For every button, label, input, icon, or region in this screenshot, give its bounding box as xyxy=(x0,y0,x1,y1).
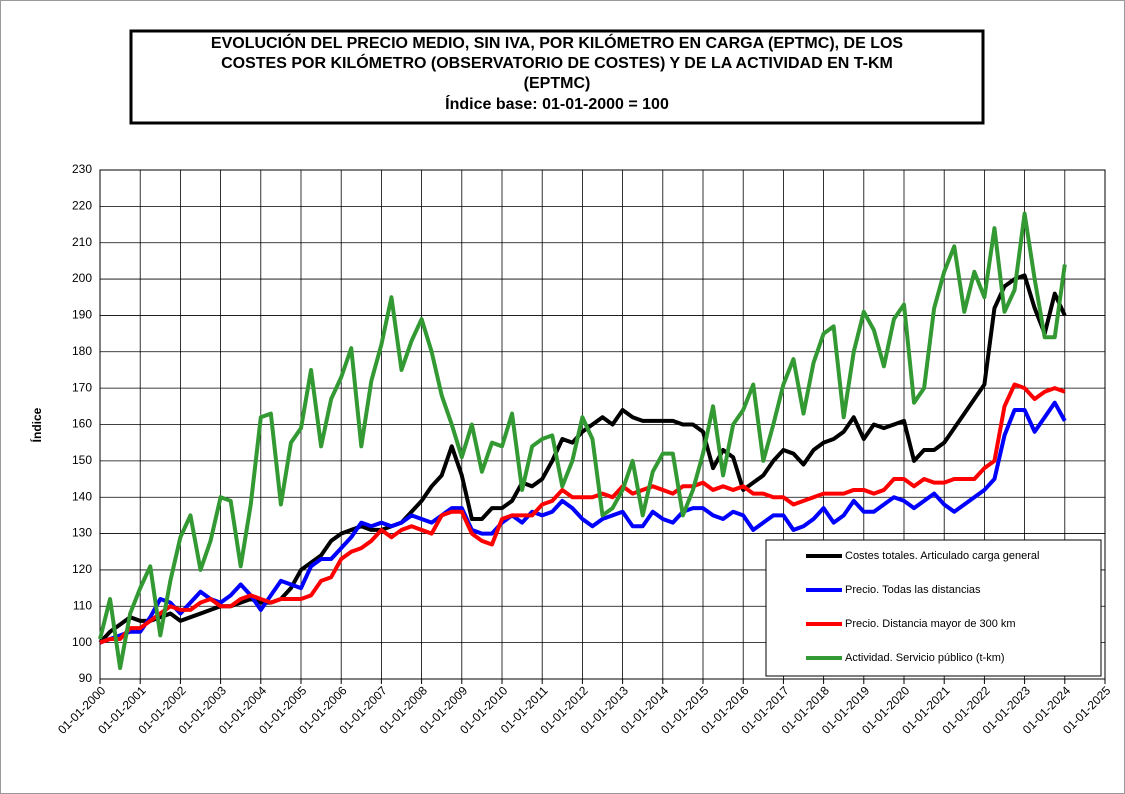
legend-label: Actividad. Servicio público (t-km) xyxy=(845,652,1005,664)
y-tick-label: 160 xyxy=(72,417,92,431)
series-line xyxy=(98,211,1067,671)
y-tick-label: 200 xyxy=(72,271,92,285)
y-tick-label: 110 xyxy=(73,598,92,612)
y-tick-label: 100 xyxy=(72,635,92,649)
y-tick-label: 210 xyxy=(72,235,92,249)
y-tick-label: 190 xyxy=(72,308,92,322)
y-axis-label: Índice xyxy=(29,407,44,442)
y-tick-label: 140 xyxy=(72,489,92,503)
legend-label: Precio. Todas las distancias xyxy=(845,584,981,596)
y-tick-label: 170 xyxy=(72,380,92,394)
legend-label: Costes totales. Articulado carga general xyxy=(845,550,1039,562)
y-tick-label: 120 xyxy=(72,562,92,576)
y-tick-label: 130 xyxy=(72,526,92,540)
y-tick-label: 220 xyxy=(72,199,92,213)
chart-title: COSTES POR KILÓMETRO (OBSERVATORIO DE CO… xyxy=(221,53,893,72)
legend-box xyxy=(765,539,1102,677)
chart-title: EVOLUCIÓN DEL PRECIO MEDIO, SIN IVA, POR… xyxy=(211,33,904,52)
plot-frame xyxy=(99,169,1106,680)
series-line xyxy=(99,382,1066,645)
series-line xyxy=(98,273,1067,644)
chart-title: (EPTMC) xyxy=(524,75,591,92)
legend-label: Precio. Distancia mayor de 300 km xyxy=(845,618,1016,630)
y-tick-label: 230 xyxy=(72,162,92,176)
y-tick-label: 150 xyxy=(72,453,92,467)
y-tick-label: 180 xyxy=(72,344,92,358)
title-box xyxy=(129,29,985,125)
y-tick-label: 90 xyxy=(79,671,93,685)
chart-subtitle: Índice base: 01-01-2000 = 100 xyxy=(445,94,669,113)
series-line xyxy=(99,400,1067,645)
